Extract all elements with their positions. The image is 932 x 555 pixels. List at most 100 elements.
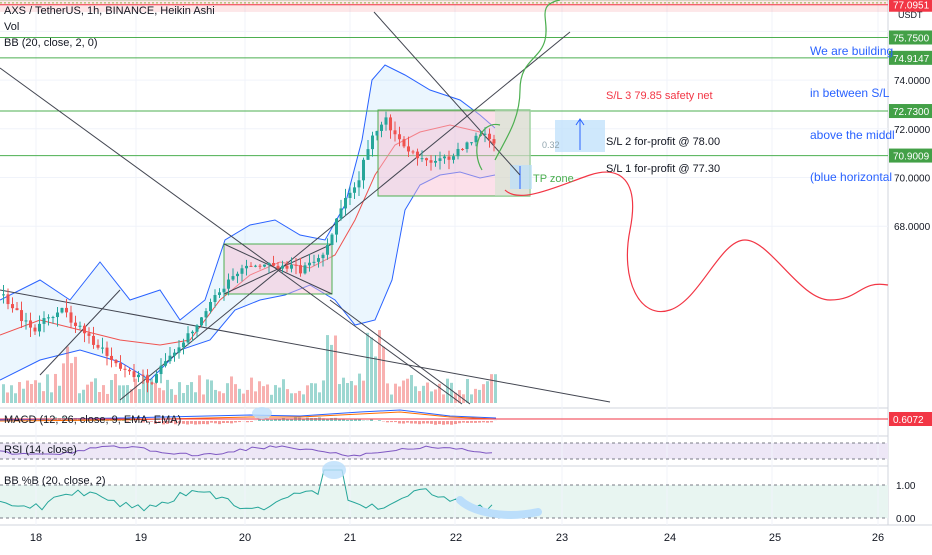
- macd-histogram-bar: [258, 420, 261, 421]
- macd-histogram-bar: [490, 421, 493, 422]
- volume-bar: [118, 385, 121, 403]
- trade-note-line: (blue horizontal: [810, 170, 895, 184]
- rsi-legend[interactable]: RSI (14, close): [4, 444, 77, 456]
- macd-legend[interactable]: MACD (12, 26, close, 9, EMA, EMA): [4, 414, 181, 426]
- candle-body: [412, 151, 415, 152]
- bbpb-tick-label: 0.00: [896, 514, 916, 525]
- volume-bar: [298, 391, 301, 403]
- candle-body: [65, 308, 68, 312]
- volume-bar: [18, 382, 21, 403]
- candle-body: [2, 294, 5, 295]
- bbpb-legend[interactable]: BB %B (20, close, 2): [4, 475, 106, 487]
- candle-body: [164, 361, 167, 366]
- volume-bar: [194, 392, 197, 403]
- volume-bar: [342, 378, 345, 403]
- candle-body: [245, 266, 248, 268]
- volume-bar: [230, 376, 233, 403]
- volume-bar: [266, 384, 269, 403]
- volume-bar: [186, 385, 189, 403]
- candle-body: [272, 263, 275, 266]
- candle-body: [214, 295, 217, 302]
- volume-bar: [446, 379, 449, 403]
- macd-histogram-bar: [222, 421, 225, 423]
- trade-note-line: above the middl: [810, 128, 895, 142]
- price-tick-label: 68.0000: [894, 222, 931, 233]
- candle-body: [344, 198, 347, 208]
- volume-bar: [410, 375, 413, 403]
- volume-bar: [414, 386, 417, 403]
- volume-bar: [222, 393, 225, 403]
- candle-body: [304, 265, 307, 273]
- volume-bar: [74, 357, 77, 403]
- candle-body: [74, 323, 77, 326]
- volume-bar: [114, 374, 117, 403]
- volume-bar: [490, 374, 493, 403]
- macd-histogram-bar: [314, 418, 317, 421]
- macd-histogram-bar: [418, 421, 421, 424]
- volume-bar: [474, 389, 477, 403]
- macd-value-label: 0.6072: [893, 415, 924, 426]
- volume-bar: [290, 393, 293, 403]
- volume-bar: [42, 391, 45, 403]
- volume-bar: [426, 382, 429, 403]
- symbol-legend[interactable]: AXS / TetherUS, 1h, BINANCE, Heikin Ashi: [4, 5, 215, 17]
- macd-histogram-bar: [434, 421, 437, 425]
- volume-bar: [58, 386, 61, 403]
- sl1-annotation: S/L 1 for-profit @ 77.30: [606, 163, 720, 175]
- volume-bar: [254, 391, 257, 403]
- macd-histogram-bar: [182, 421, 185, 424]
- sl3-annotation: S/L 3 79.85 safety net: [606, 90, 713, 102]
- candle-body: [317, 258, 320, 262]
- candle-body: [70, 312, 73, 322]
- candle-body: [232, 276, 235, 279]
- candle-body: [11, 304, 14, 308]
- price-tick-label: 70.0000: [894, 174, 931, 185]
- candle-body: [326, 245, 329, 255]
- macd-histogram-bar: [346, 420, 349, 421]
- macd-histogram-bar: [250, 421, 253, 422]
- volume-bar: [286, 389, 289, 403]
- candle-body: [250, 266, 253, 267]
- candle-body: [47, 317, 50, 318]
- volume-bar: [202, 394, 205, 403]
- macd-histogram-bar: [478, 421, 481, 423]
- volume-legend[interactable]: Vol: [4, 21, 19, 33]
- candle-body: [430, 160, 433, 162]
- volume-bar: [218, 391, 221, 403]
- bbpb-highlight: [322, 461, 346, 479]
- volume-bar: [430, 391, 433, 403]
- candle-body: [466, 142, 469, 149]
- macd-histogram-bar: [402, 421, 405, 424]
- macd-histogram-bar: [358, 419, 361, 421]
- candle-body: [448, 157, 451, 160]
- volume-bar: [162, 390, 165, 403]
- volume-bar: [366, 333, 369, 403]
- volume-bar: [274, 385, 277, 403]
- volume-bar: [154, 383, 157, 403]
- volume-bar: [250, 378, 253, 403]
- volume-bar: [38, 383, 41, 403]
- candle-body: [83, 326, 86, 334]
- candle-body: [133, 371, 136, 377]
- volume-bar: [226, 383, 229, 403]
- trade-note: We are building in between S/L above the…: [810, 16, 895, 212]
- bollinger-legend[interactable]: BB (20, close, 2, 0): [4, 37, 98, 49]
- volume-bar: [262, 386, 265, 403]
- volume-bar: [110, 380, 113, 403]
- volume-bar: [326, 335, 329, 403]
- candle-body: [236, 274, 239, 276]
- candle-body: [434, 161, 437, 163]
- candle-body: [299, 265, 302, 273]
- volume-bar: [358, 374, 361, 403]
- candle-body: [101, 348, 104, 349]
- candle-body: [340, 208, 343, 218]
- candle-body: [349, 193, 352, 198]
- macd-histogram-bar: [186, 421, 189, 424]
- macd-histogram-bar: [270, 420, 273, 421]
- trade-note-line: in between S/L: [810, 86, 895, 100]
- volume-bar: [350, 381, 353, 403]
- volume-bar: [26, 381, 29, 403]
- candle-body: [151, 383, 154, 384]
- time-tick-label: 22: [450, 532, 462, 544]
